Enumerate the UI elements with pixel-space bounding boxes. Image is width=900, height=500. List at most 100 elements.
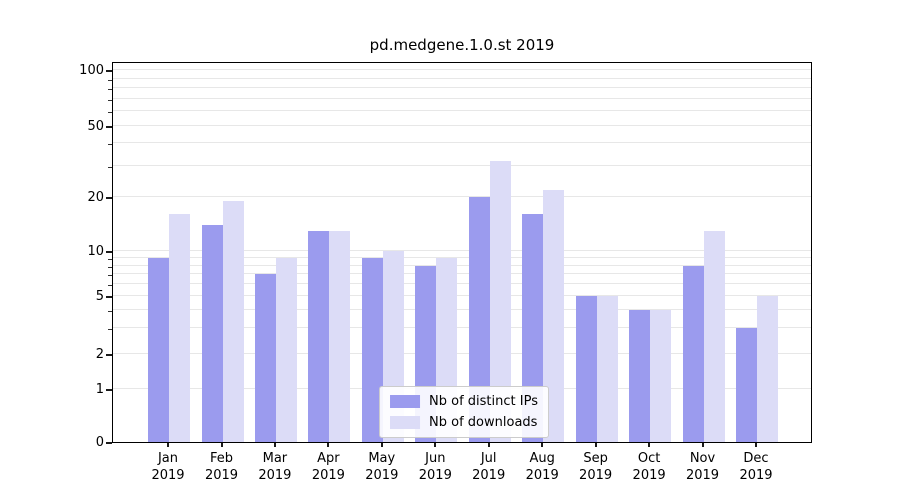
x-tick-mark [701,443,704,447]
x-tick-label: Nov 2019 [685,451,720,483]
gridline [113,110,811,112]
legend-item-distinct-ips: Nb of distinct IPs [390,394,538,409]
x-tick-label: May 2019 [365,451,399,483]
x-tick-label: Jul 2019 [472,451,506,483]
x-tick-mark [541,443,544,447]
y-tick-label: 20 [87,190,104,205]
y-minor-tick-mark [108,285,112,287]
bar-dec-2019-series0 [736,328,757,442]
y-tick-label: 5 [95,289,104,304]
y-minor-tick-mark [108,144,112,146]
y-tick-label: 0 [95,435,104,450]
x-tick-label: Jun 2019 [418,451,452,483]
bar-sep-2019-series1 [596,296,618,442]
legend-label-downloads: Nb of downloads [429,415,538,430]
x-tick-label: Aug 2019 [525,451,559,483]
y-minor-tick-mark [108,166,112,168]
gridline [113,142,811,144]
bar-jan-2019-series0 [148,257,169,442]
x-tick-mark [594,443,597,447]
y-tick-mark [106,251,112,253]
bar-aug-2019-series0 [522,214,544,442]
bar-dec-2019-series1 [757,296,778,442]
plot-area [112,62,812,443]
legend-item-downloads: Nb of downloads [390,415,538,430]
bar-aug-2019-series1 [543,189,565,442]
y-tick-mark [106,354,112,356]
y-tick-label: 50 [87,119,104,134]
x-tick-mark [327,443,330,447]
y-minor-tick-mark [108,112,112,114]
y-minor-tick-mark [108,99,112,101]
x-tick-mark [167,443,169,447]
x-tick-mark [434,443,437,447]
bar-feb-2019-series1 [222,201,244,442]
x-tick-label: Oct 2019 [632,451,666,483]
x-tick-label: Dec 2019 [739,451,773,483]
x-tick-mark [220,443,223,447]
gridline [113,283,811,285]
y-tick-label: 2 [95,347,104,362]
x-tick-label: Jan 2019 [151,451,185,483]
y-tick-label: 1 [95,382,104,397]
legend: Nb of distinct IPs Nb of downloads [379,386,549,438]
y-minor-tick-mark [108,258,112,260]
x-tick-mark [755,443,757,447]
gridline [113,327,811,329]
gridline [113,77,811,79]
y-minor-tick-mark [108,275,112,277]
legend-swatch-downloads [390,416,421,429]
gridline [113,125,811,126]
y-minor-tick-mark [108,329,112,331]
y-minor-tick-mark [108,266,112,268]
bar-apr-2019-series1 [329,230,351,442]
gridline [113,264,811,266]
y-tick-mark [106,197,112,199]
gridline [113,97,811,99]
bar-jan-2019-series1 [169,214,190,442]
y-tick-mark [106,296,112,298]
x-tick-mark [648,443,651,447]
x-tick-label: Mar 2019 [258,451,292,483]
gridline [113,256,811,258]
bar-apr-2019-series0 [308,230,330,442]
gridline [113,295,811,296]
x-tick-label: Feb 2019 [204,451,239,483]
y-minor-tick-mark [108,311,112,313]
bar-mar-2019-series1 [275,257,297,442]
y-tick-label: 10 [87,244,104,259]
y-minor-tick-mark [108,79,112,81]
bar-feb-2019-series0 [201,224,223,442]
x-tick-label: Sep 2019 [579,451,613,483]
legend-swatch-distinct-ips [390,395,421,408]
x-tick-mark [380,443,383,447]
gridline [113,87,811,88]
gridline [113,273,811,275]
y-tick-label: 100 [79,63,104,78]
gridline [113,164,811,166]
gridline [113,309,811,311]
bar-nov-2019-series0 [682,265,704,442]
gridline [113,250,811,251]
legend-label-distinct-ips: Nb of distinct IPs [429,394,538,409]
bar-nov-2019-series1 [703,230,725,442]
y-tick-mark [106,70,112,72]
y-minor-tick-mark [108,89,112,90]
bar-sep-2019-series0 [575,296,597,442]
gridline [113,69,811,70]
gridline [113,353,811,354]
y-tick-mark [106,442,112,444]
y-tick-mark [106,126,112,128]
y-tick-mark [106,389,112,391]
bar-mar-2019-series0 [254,274,276,442]
chart-title: pd.medgene.1.0.st 2019 [369,36,555,54]
bar-jul-2019-series0 [468,197,490,442]
bar-oct-2019-series0 [629,310,651,442]
gridline [113,196,811,197]
x-tick-mark [273,443,276,447]
bar-oct-2019-series1 [650,310,672,442]
bar-jul-2019-series1 [489,160,511,442]
x-tick-label: Apr 2019 [311,451,345,483]
bar-may-2019-series0 [361,257,383,442]
